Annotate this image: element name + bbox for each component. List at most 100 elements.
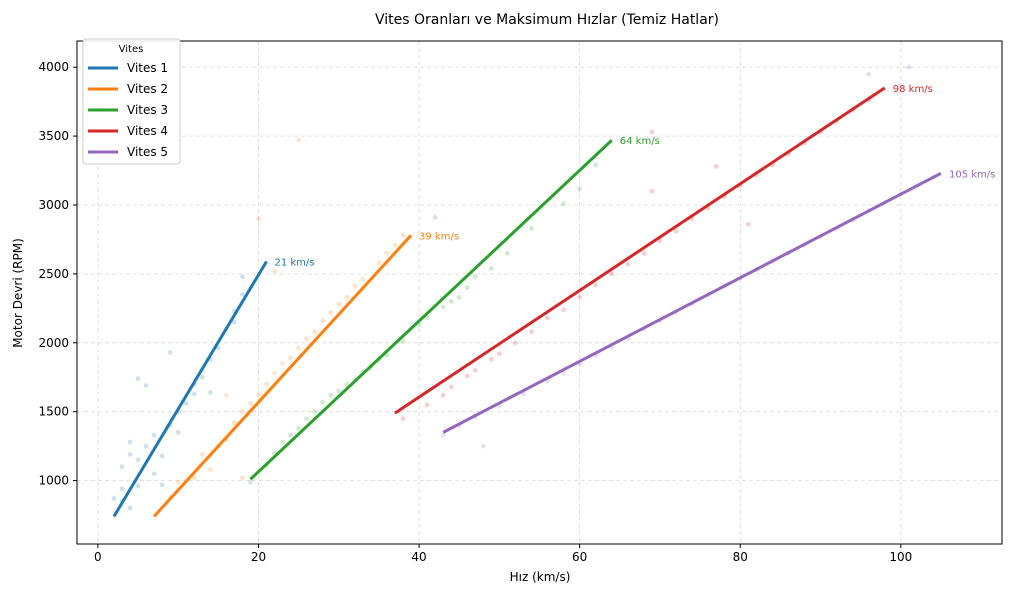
scatter-point [256, 216, 261, 222]
scatter-point [135, 457, 141, 463]
y-tick-label: 2500 [38, 267, 69, 281]
scatter-point [649, 188, 655, 194]
end-label: 21 km/s [274, 257, 314, 268]
x-tick-label: 60 [572, 550, 587, 564]
scatter-point [240, 292, 245, 297]
scatter-point [745, 221, 751, 227]
scatter-point [424, 402, 430, 408]
scatter-point [344, 294, 350, 300]
y-tick-label: 3500 [38, 129, 69, 143]
scatter-point [215, 345, 221, 351]
series-line [249, 139, 613, 481]
scatter-point [561, 307, 566, 313]
scatter-point [424, 315, 430, 321]
series-line [112, 260, 268, 518]
scatter-point [344, 381, 350, 387]
scatter-point [625, 261, 631, 267]
legend-entry: Vites 3 [127, 103, 168, 117]
scatter-point [649, 129, 655, 135]
scatter-point [336, 388, 342, 394]
series-line [442, 171, 942, 434]
scatter-point [545, 315, 550, 321]
grid [77, 41, 1002, 544]
scatter-point [328, 392, 334, 398]
y-axis-label: Motor Devri (RPM) [11, 238, 25, 348]
end-label: 64 km/s [620, 136, 660, 147]
legend-box [82, 38, 181, 165]
scatter-point [280, 361, 285, 366]
scatter-point [376, 260, 382, 266]
end-labels: 21 km/s 39 km/s 64 km/s 98 km/s 105 km/s [274, 84, 995, 269]
scatter-point [199, 374, 205, 380]
scatter-point [641, 250, 647, 256]
scatter-point [304, 336, 310, 342]
scatter-point [231, 319, 237, 325]
scatter-point [472, 274, 478, 280]
legend-entry: Vites 4 [127, 124, 168, 138]
plot-area [77, 41, 1002, 544]
x-tick-label: 40 [411, 550, 426, 564]
scatter-point [472, 367, 478, 373]
y-tick-label: 4000 [38, 60, 69, 74]
scatter-point [272, 370, 277, 376]
y-tick-label: 1000 [38, 474, 69, 488]
scatter-point [296, 425, 302, 431]
line-layer [112, 86, 942, 518]
scatter-point [336, 301, 342, 307]
scatter-point [143, 443, 149, 449]
scatter-point [400, 339, 406, 344]
scatter-point [151, 471, 157, 477]
scatter-point [464, 285, 470, 291]
series-line [394, 86, 886, 415]
scatter-point [256, 392, 261, 398]
scatter-point [328, 310, 334, 315]
scatter-point [199, 452, 205, 457]
scatter-point [159, 453, 165, 459]
scatter-point [496, 351, 502, 357]
scatter-point [400, 416, 406, 421]
scatter-point [296, 137, 302, 143]
scatter-point [529, 226, 534, 231]
scatter-point [673, 228, 679, 234]
end-label: 39 km/s [419, 231, 459, 242]
scatter-point [609, 271, 615, 277]
scatter-point [207, 390, 213, 395]
legend-title: Vites [119, 44, 144, 55]
scatter-point [593, 282, 599, 288]
scatter-point [488, 356, 494, 362]
scatter-point [143, 383, 149, 388]
scatter-point [392, 242, 398, 248]
scatter-point [713, 164, 719, 169]
scatter-point [207, 467, 213, 472]
scatter-point [906, 64, 912, 70]
scatter-point [384, 250, 390, 256]
x-tick-label: 0 [94, 550, 102, 564]
scatter-point [272, 268, 277, 274]
scatter-point [288, 355, 293, 361]
legend-entry: Vites 1 [127, 61, 168, 75]
scatter-point [127, 452, 133, 457]
scatter-point [464, 373, 470, 379]
scatter-point [513, 340, 518, 346]
scatter-point [440, 392, 446, 398]
scatter-point [400, 232, 406, 238]
scatter-point [320, 399, 326, 405]
scatter-point [440, 304, 446, 310]
x-axis-label: Hız (km/s) [510, 570, 571, 584]
scatter-point [151, 432, 157, 438]
x-axis: 0 20 40 60 80 100 [94, 544, 912, 564]
scatter-point [175, 479, 181, 485]
scatter-point [593, 162, 599, 168]
scatter-point [191, 391, 197, 397]
scatter-point [577, 186, 583, 191]
legend-entry: Vites 2 [127, 82, 168, 96]
scatter-point [159, 482, 165, 488]
scatter-point [223, 392, 229, 398]
y-tick-label: 1500 [38, 405, 69, 419]
scatter-point [248, 401, 253, 406]
scatter-point [240, 475, 245, 481]
scatter-point [248, 479, 253, 485]
scatter-point [480, 443, 486, 449]
scatter-point [866, 71, 872, 77]
